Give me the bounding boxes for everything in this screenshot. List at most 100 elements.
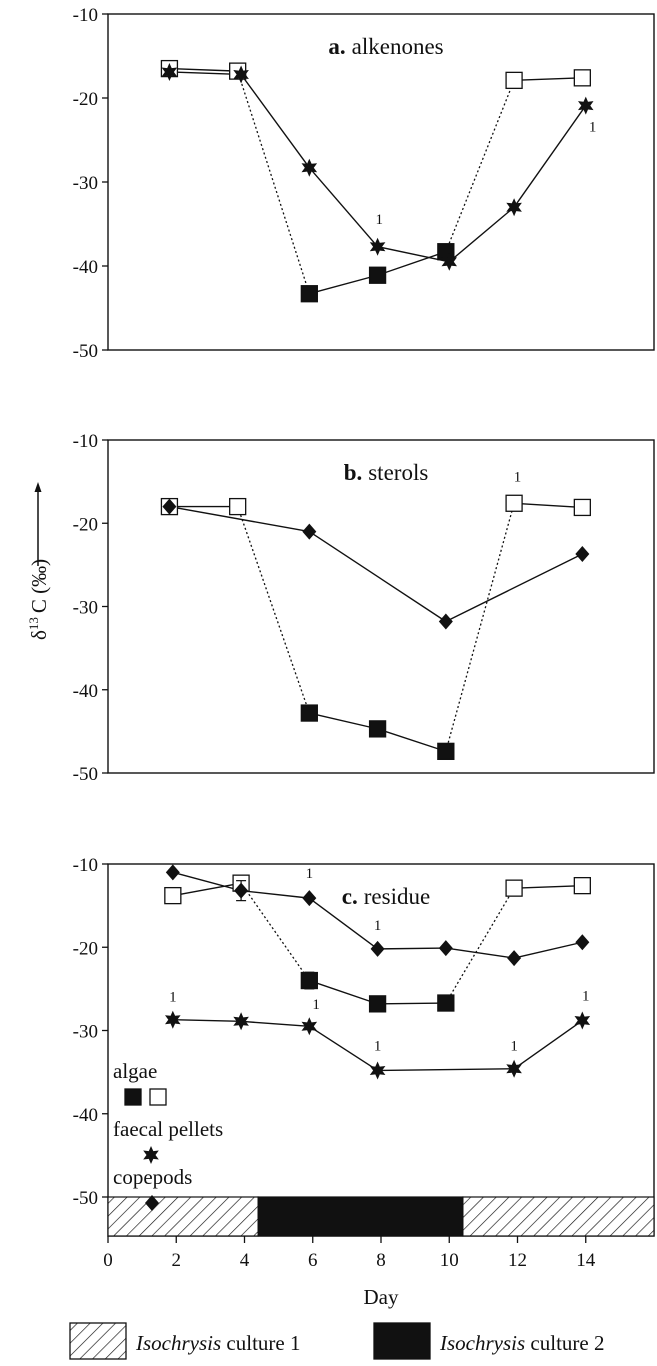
culture-bar-segment-2: [257, 1196, 464, 1237]
data-point: [302, 523, 317, 540]
legend-swatch-culture-1: [69, 1322, 127, 1360]
y-tick-label: -20: [73, 89, 98, 110]
data-point: [578, 96, 594, 115]
legend-label-culture-2: Isochrysis culture 2: [439, 1331, 604, 1355]
data-point: [229, 497, 247, 516]
y-tick-label: -10: [73, 431, 98, 452]
x-tick-label: 10: [440, 1250, 459, 1271]
series-copepods: [172, 871, 583, 959]
inset-legend-star-icon: [143, 1146, 159, 1164]
annotation-label: 1: [582, 989, 590, 1005]
x-axis-title: Day: [364, 1285, 399, 1309]
x-tick-label: 12: [508, 1250, 527, 1271]
series-line-segment: [377, 728, 447, 753]
panel-name: sterols: [368, 460, 428, 485]
y-tick-label: -50: [73, 764, 98, 785]
series-line-segment: [169, 505, 310, 533]
data-point: [437, 994, 455, 1012]
data-point: [368, 720, 387, 738]
series-line-segment: [445, 887, 515, 1004]
culture-bar-segment-3: [462, 1196, 655, 1237]
data-point: [574, 1011, 591, 1030]
data-point: [437, 243, 455, 261]
data-point: [164, 886, 182, 905]
data-point: [368, 995, 387, 1013]
annotation-label: 1: [374, 1038, 382, 1054]
data-point: [573, 498, 591, 517]
y-axis-title-main: C (‰): [27, 559, 51, 613]
series-line-segment: [377, 1068, 515, 1072]
series-line-segment: [237, 70, 310, 294]
y-axis-arrow: [34, 482, 42, 566]
data-point: [165, 1010, 181, 1029]
x-tick-label: 4: [240, 1250, 250, 1271]
y-axis-title: δ13 C (‰): [26, 559, 51, 640]
series-line-segment: [172, 882, 242, 897]
data-point: [233, 65, 249, 84]
y-tick-label: -20: [73, 938, 98, 959]
series-line-segment: [169, 67, 238, 72]
data-point: [368, 266, 387, 284]
series-line-segment: [448, 206, 515, 263]
series-line-segment: [445, 947, 515, 959]
legend-star-mark: [143, 1146, 159, 1164]
annotation-label: 1: [514, 470, 522, 486]
data-point: [505, 71, 523, 90]
series-line-segment: [172, 1018, 242, 1023]
data-point: [162, 498, 177, 515]
inset-legend-label-faecal-pellets: faecal pellets: [113, 1117, 223, 1141]
panel-letter: c.: [342, 884, 358, 909]
inset-legend-label-copepods: copepods: [113, 1165, 192, 1189]
y-tick-label: -40: [73, 257, 98, 278]
series-algae: [169, 67, 583, 295]
panel-letter: a.: [328, 34, 345, 59]
series-line-segment: [309, 712, 378, 730]
legend-swatch-culture-2: [373, 1322, 431, 1360]
data-point: [506, 1059, 522, 1078]
data-point: [234, 882, 249, 899]
series-line-segment: [309, 274, 378, 295]
series-line-segment: [445, 80, 515, 252]
data-point: [165, 864, 180, 881]
annotation-label: 1: [376, 212, 384, 228]
data-point: [301, 1017, 318, 1036]
chart-panels: -10 -20 -30 -40 -50 a. alkenones 1 1 -10 -20 -30 -40…: [73, 5, 655, 1271]
annotation-label: 1: [589, 120, 597, 136]
markers-algae: [164, 874, 591, 1013]
data-point: [575, 546, 590, 563]
series-line-segment: [241, 1020, 310, 1028]
inset-legend-open-square: [149, 1088, 167, 1106]
data-point: [573, 69, 591, 87]
series-faecal-pellets: [172, 1018, 583, 1072]
data-point: [301, 158, 318, 177]
data-point: [438, 940, 453, 957]
data-point: [369, 1061, 386, 1080]
panel-name: alkenones: [352, 34, 444, 59]
y-tick-label: -50: [73, 1188, 98, 1209]
series-line-segment: [445, 553, 583, 623]
series-line-segment: [308, 167, 379, 248]
series-line-segment: [513, 105, 587, 208]
panel-c: -10 -20 -30 -40 -50 0 2 4 6 8 10 12 14 c. residue 1 1 1 1 1…: [73, 855, 655, 1271]
culture-legend: Isochrysis culture 1 Isochrysis culture …: [69, 1322, 604, 1360]
inset-legend-label-algae: algae: [113, 1059, 157, 1083]
x-tick-label: 2: [172, 1250, 182, 1271]
series-line-segment: [513, 941, 583, 959]
data-point: [300, 285, 318, 303]
data-point: [573, 876, 591, 895]
series-faecal-pellets: [169, 71, 587, 263]
series-line-segment: [241, 889, 310, 899]
inset-legend-diamond-icon: [145, 1195, 159, 1211]
series-line-segment: [513, 1019, 583, 1070]
panel-b: -10 -20 -30 -40 -50 b. sterols 1: [73, 431, 655, 785]
data-point: [575, 934, 590, 951]
data-point: [505, 494, 523, 512]
series-line-segment: [308, 1025, 378, 1072]
data-point: [507, 950, 522, 967]
y-tick-label: -20: [73, 514, 98, 535]
series-algae: [169, 502, 583, 753]
data-point: [369, 237, 386, 256]
series-line-segment: [445, 503, 515, 752]
series-line-segment: [240, 882, 310, 981]
data-point: [441, 252, 457, 271]
